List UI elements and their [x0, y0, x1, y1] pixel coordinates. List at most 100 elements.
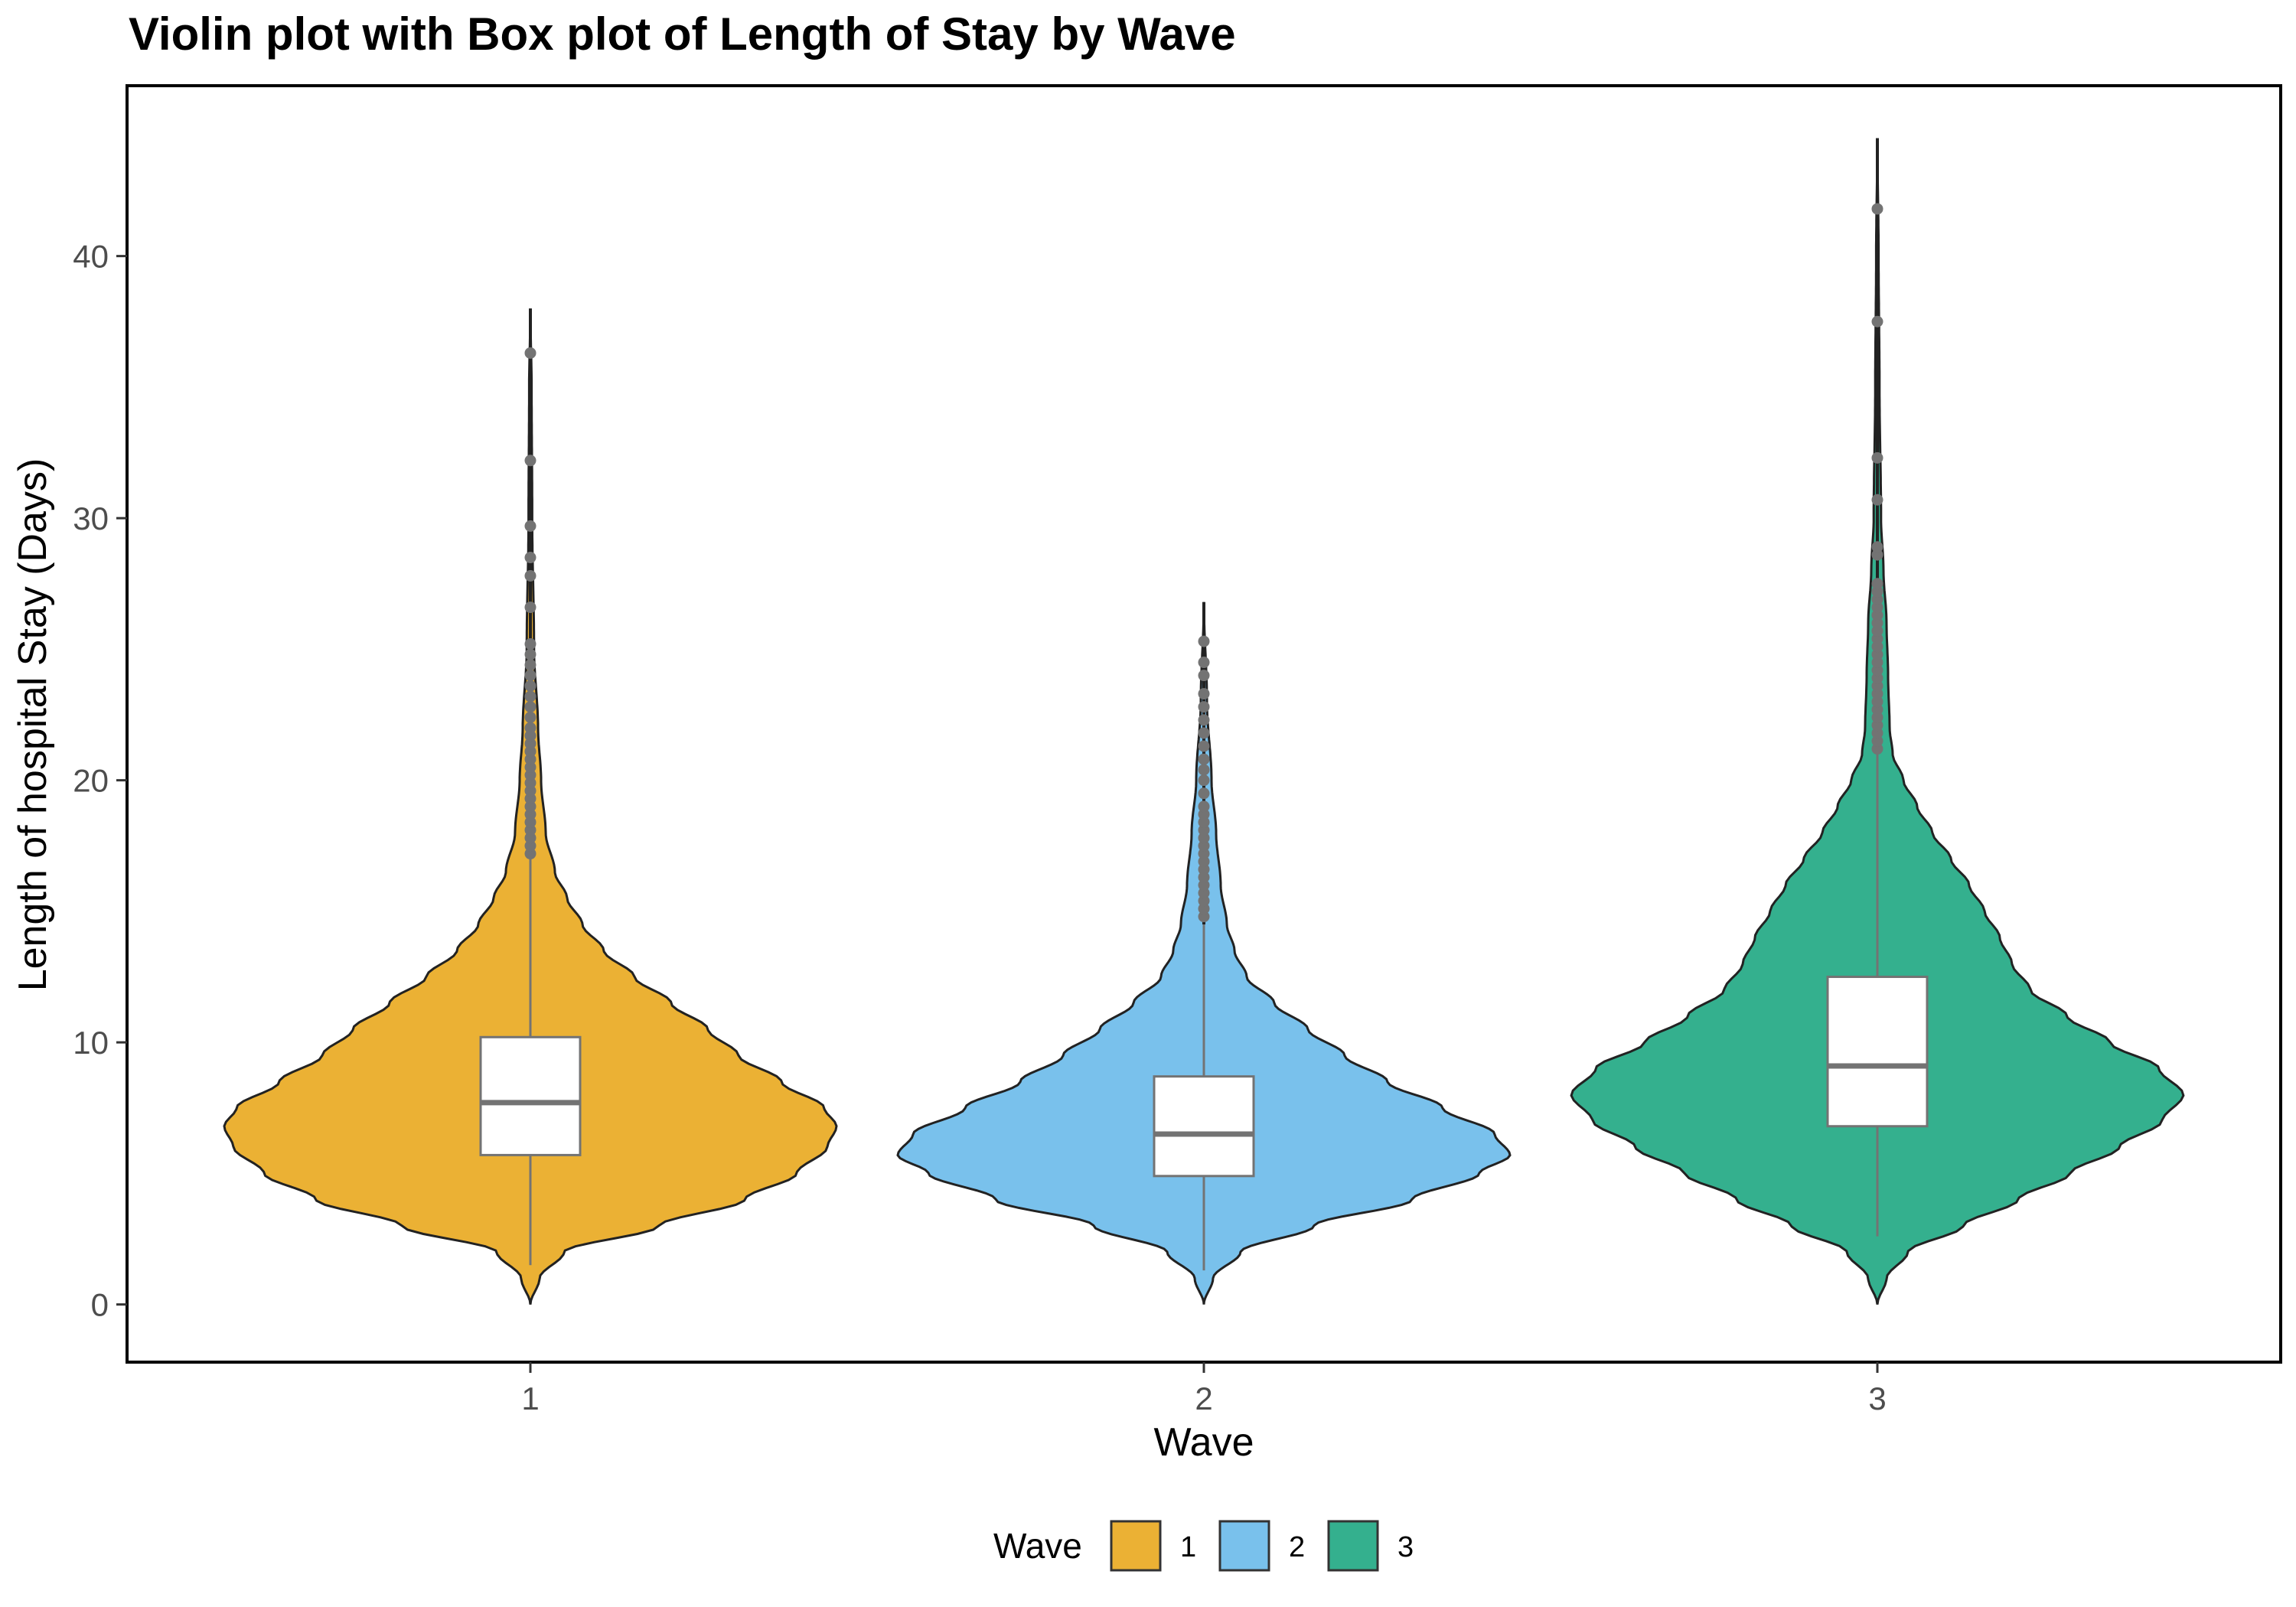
outlier-point-wave-2: [1198, 824, 1210, 836]
outlier-point-wave-3: [1871, 315, 1883, 328]
axis-layer: 0 10 20 30 40 1 2 3: [73, 239, 1886, 1416]
outlier-point-wave-1: [524, 745, 536, 758]
y-axis-title: Length of hospital Stay (Days): [11, 458, 55, 992]
outlier-point-wave-3: [1871, 593, 1883, 605]
outlier-point-wave-2: [1198, 635, 1210, 647]
outlier-point-wave-3: [1871, 624, 1883, 637]
outlier-point-wave-2: [1198, 816, 1210, 828]
outlier-point-wave-2: [1198, 714, 1210, 726]
outlier-point-wave-1: [524, 520, 536, 532]
legend-swatch-wave-1: [1110, 1520, 1162, 1572]
y-tick-label: 30: [73, 500, 109, 536]
outlier-point-wave-1: [524, 659, 536, 671]
outlier-point-wave-3: [1871, 641, 1883, 653]
legend-label-wave-3: 3: [1397, 1531, 1414, 1563]
outlier-point-wave-3: [1871, 451, 1883, 464]
outlier-point-wave-1: [524, 800, 536, 813]
outlier-point-wave-1: [524, 761, 536, 774]
outlier-point-wave-2: [1198, 800, 1210, 813]
outlier-point-wave-2: [1198, 764, 1210, 776]
outlier-point-wave-2: [1198, 902, 1210, 914]
outlier-point-wave-1: [524, 808, 536, 820]
outlier-layer: [524, 203, 1883, 923]
outlier-point-wave-3: [1871, 711, 1883, 723]
outlier-point-wave-2: [1198, 701, 1210, 713]
y-tick-label: 40: [73, 239, 109, 275]
outlier-point-wave-3: [1871, 648, 1883, 660]
outlier-point-wave-2: [1198, 887, 1210, 899]
x-axis-title: Wave: [1154, 1420, 1254, 1465]
outlier-point-wave-2: [1198, 863, 1210, 875]
outlier-point-wave-3: [1871, 696, 1883, 708]
outlier-point-wave-2: [1198, 856, 1210, 868]
outlier-point-wave-1: [524, 701, 536, 713]
outlier-point-wave-2: [1198, 657, 1210, 669]
outlier-point-wave-1: [524, 711, 536, 723]
chart-title: Violin plot with Box plot of Length of S…: [129, 8, 1236, 60]
outlier-point-wave-3: [1871, 541, 1883, 553]
outlier-point-wave-2: [1198, 787, 1210, 800]
box-wave-1: [479, 1035, 582, 1156]
outlier-point-wave-2: [1198, 740, 1210, 752]
outlier-point-wave-3: [1871, 703, 1883, 715]
outlier-point-wave-2: [1198, 727, 1210, 739]
outlier-point-wave-3: [1871, 657, 1883, 669]
outlier-point-wave-1: [524, 648, 536, 660]
outlier-point-wave-1: [524, 670, 536, 682]
outlier-point-wave-3: [1871, 688, 1883, 700]
outlier-point-wave-2: [1198, 848, 1210, 860]
outlier-point-wave-1: [524, 793, 536, 805]
outlier-point-wave-2: [1198, 808, 1210, 820]
outlier-point-wave-3: [1871, 633, 1883, 645]
outlier-point-wave-1: [524, 769, 536, 781]
x-tick-label: 3: [1868, 1380, 1886, 1416]
legend-items: 1 2 3: [1110, 1520, 1414, 1572]
outlier-point-wave-3: [1871, 601, 1883, 614]
legend-swatch-wave-3: [1327, 1520, 1379, 1572]
legend: Wave 1 2 3: [993, 1520, 1414, 1572]
outlier-point-wave-2: [1198, 832, 1210, 844]
outlier-point-wave-3: [1871, 743, 1883, 755]
outlier-point-wave-3: [1871, 719, 1883, 732]
outlier-point-wave-1: [524, 569, 536, 582]
outlier-point-wave-3: [1871, 609, 1883, 621]
box-wave-2: [1153, 1075, 1255, 1178]
outlier-point-wave-1: [524, 848, 536, 860]
outlier-point-wave-3: [1871, 672, 1883, 684]
outlier-point-wave-1: [524, 784, 536, 797]
outlier-point-wave-1: [524, 824, 536, 836]
outlier-point-wave-1: [524, 816, 536, 828]
outlier-point-wave-1: [524, 839, 536, 852]
y-tick-label: 20: [73, 763, 109, 799]
legend-title: Wave: [993, 1526, 1082, 1566]
outlier-point-wave-2: [1198, 670, 1210, 682]
outlier-point-wave-1: [524, 552, 536, 564]
outlier-point-wave-1: [524, 455, 536, 467]
outlier-point-wave-2: [1198, 753, 1210, 765]
outlier-point-wave-3: [1871, 735, 1883, 747]
outlier-point-wave-1: [524, 753, 536, 765]
y-tick-label: 10: [73, 1025, 109, 1061]
outlier-point-wave-2: [1198, 871, 1210, 883]
outlier-point-wave-1: [524, 680, 536, 692]
outlier-point-wave-1: [524, 729, 536, 742]
outlier-point-wave-1: [524, 690, 536, 702]
box-wave-3: [1826, 976, 1929, 1128]
outlier-point-wave-2: [1198, 839, 1210, 852]
x-tick-label: 1: [521, 1380, 539, 1416]
outlier-point-wave-2: [1198, 688, 1210, 700]
y-tick-label: 0: [91, 1287, 109, 1323]
outlier-point-wave-3: [1871, 585, 1883, 598]
outlier-point-wave-3: [1871, 617, 1883, 629]
legend-label-wave-2: 2: [1289, 1531, 1305, 1563]
outlier-point-wave-1: [524, 777, 536, 789]
outlier-point-wave-3: [1871, 578, 1883, 590]
legend-label-wave-1: 1: [1180, 1531, 1196, 1563]
outlier-point-wave-1: [524, 738, 536, 750]
outlier-point-wave-2: [1198, 879, 1210, 892]
outlier-point-wave-3: [1871, 494, 1883, 506]
legend-swatch-wave-2: [1218, 1520, 1270, 1572]
outlier-point-wave-2: [1198, 774, 1210, 787]
outlier-point-wave-1: [524, 601, 536, 614]
